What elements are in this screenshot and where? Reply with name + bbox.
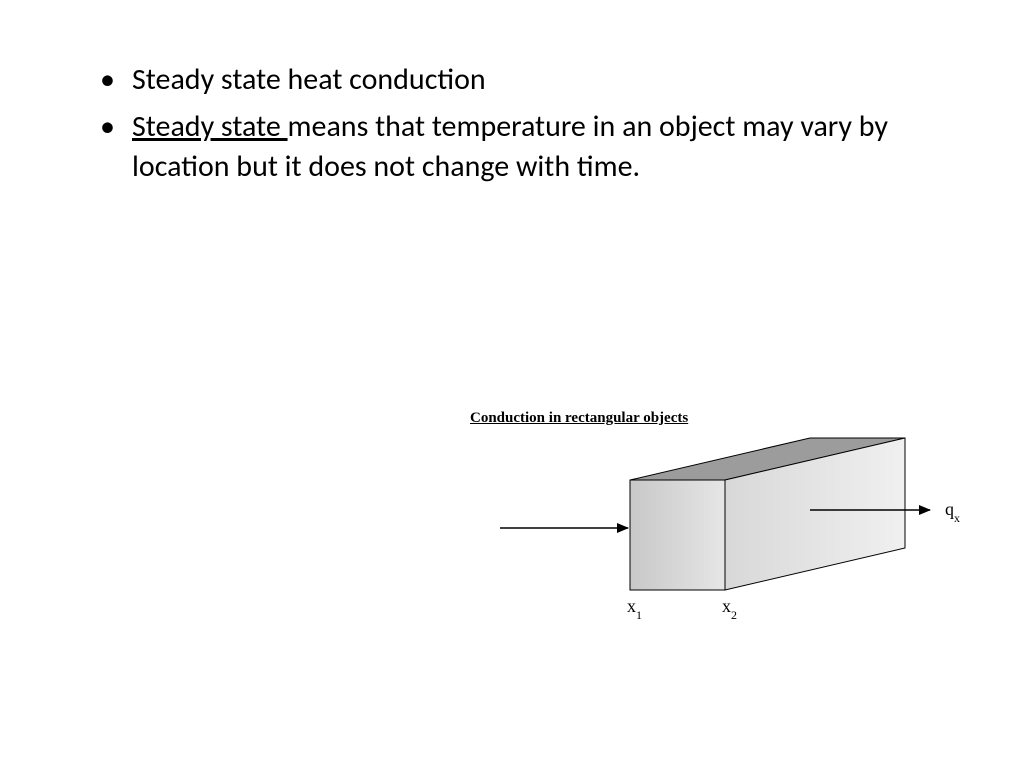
bullet-list: Steady state heat conduction Steady stat…	[100, 60, 944, 188]
bullet-2-underlined: Steady state	[132, 108, 288, 145]
bullet-item-1: Steady state heat conduction	[100, 60, 944, 101]
svg-text:x2: x2	[722, 596, 737, 622]
slide-content: Steady state heat conduction Steady stat…	[0, 0, 1024, 188]
bullet-item-2: Steady state means that temperature in a…	[100, 107, 944, 188]
rectangular-object-svg: x1 x2 qx	[430, 420, 990, 660]
diagram-svg-wrap: x1 x2 qx	[430, 420, 990, 665]
bullet-1-text: Steady state heat conduction	[132, 61, 486, 98]
svg-text:x1: x1	[627, 596, 642, 622]
svg-text:qx: qx	[945, 499, 960, 525]
conduction-diagram: Conduction in rectangular objects x1x2qx	[430, 410, 990, 670]
